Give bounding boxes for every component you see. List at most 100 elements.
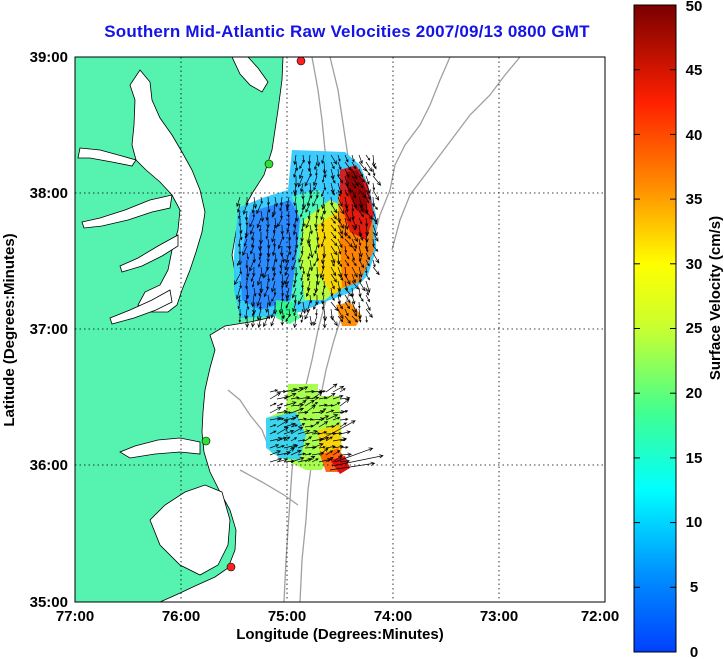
velocity-arrow	[290, 424, 299, 428]
velocity-arrow	[307, 273, 311, 282]
velocity-arrow	[290, 456, 305, 463]
velocity-arrow	[306, 301, 311, 313]
colorbar-tick-label: 0	[690, 644, 698, 659]
velocity-arrow	[304, 452, 312, 456]
velocity-arrow	[305, 203, 311, 213]
velocity-arrow	[269, 424, 277, 428]
velocity-arrow	[313, 315, 318, 327]
velocity-arrow	[269, 457, 283, 463]
velocity-arrow	[250, 273, 255, 282]
velocity-arrow	[313, 259, 318, 267]
velocity-arrow	[306, 196, 311, 207]
colorbar-tick-label: 15	[686, 450, 703, 467]
velocity-arrow	[372, 217, 378, 225]
velocity-arrow	[293, 294, 297, 304]
velocity-arrow	[365, 217, 369, 227]
velocity-arrow	[248, 259, 255, 272]
velocity-arrow	[323, 280, 326, 289]
velocity-arrow	[344, 308, 349, 317]
velocity-arrow	[281, 287, 285, 297]
velocity-arrow	[318, 396, 328, 400]
velocity-arrow	[330, 273, 338, 283]
velocity-arrow	[285, 301, 290, 309]
radar-sites	[201, 57, 306, 572]
velocity-arrow	[290, 445, 299, 449]
delaware-bay	[231, 57, 269, 93]
velocity-arrow	[281, 294, 284, 302]
colorbar: 0 5 10 15 20 25 30 35 40 45 50 Surface V…	[633, 0, 724, 659]
velocity-arrow	[297, 429, 311, 435]
velocity-arrow	[276, 417, 285, 421]
velocity-arrow	[306, 266, 311, 278]
velocity-arrow	[242, 245, 248, 256]
velocity-arrow	[351, 280, 360, 290]
velocity-arrow	[313, 301, 318, 311]
y-tick-label: 39:00	[30, 49, 68, 66]
velocity-arrow	[325, 409, 335, 414]
velocity-arrow	[300, 315, 304, 324]
velocity-arrow	[246, 301, 250, 310]
velocity-arrow	[279, 245, 284, 257]
velocity-arrow	[279, 259, 283, 269]
velocity-arrow	[263, 287, 269, 298]
x-tick-label: 74:00	[374, 608, 412, 625]
x-tick-label: 75:00	[268, 608, 306, 625]
velocity-arrow	[239, 280, 242, 289]
velocity-arrow	[262, 266, 269, 279]
velocity-arrow	[358, 154, 363, 165]
river-northern	[77, 147, 137, 167]
velocity-arrow	[365, 301, 371, 312]
velocity-arrow	[337, 217, 344, 229]
velocity-arrow	[297, 399, 307, 407]
y-tick-label: 35:00	[30, 594, 68, 611]
velocity-arrow	[297, 417, 307, 421]
velocity-arrow	[351, 252, 355, 262]
velocity-arrow	[344, 273, 351, 286]
velocity-arrow	[276, 458, 289, 463]
velocity-arrow	[290, 437, 298, 442]
velocity-arrow	[344, 301, 351, 310]
velocity-arrow	[304, 429, 319, 435]
velocity-arrow	[334, 447, 374, 463]
velocity-arrow	[358, 280, 366, 292]
velocity-arrow	[358, 161, 367, 172]
velocity-arrow	[238, 294, 241, 303]
velocity-arrow	[280, 210, 283, 220]
velocity-arrow	[271, 245, 276, 257]
velocity-arrow	[272, 224, 276, 234]
velocity-arrow	[330, 315, 338, 327]
velocity-arrow	[308, 182, 313, 195]
y-axis: 39:00 38:00 37:00 36:00 35:00 Latitude (…	[1, 49, 68, 611]
velocity-arrow	[301, 203, 305, 211]
velocity-arrow	[267, 273, 271, 283]
velocity-arrow	[311, 391, 323, 400]
velocity-arrow	[372, 224, 378, 237]
velocity-arrow	[271, 280, 276, 293]
velocity-arrow	[365, 182, 371, 194]
velocity-arrow	[309, 189, 313, 199]
velocity-arrow	[351, 301, 357, 314]
velocity-arrow	[301, 224, 304, 233]
velocity-arrow	[351, 238, 357, 249]
velocity-arrow	[271, 259, 276, 272]
velocity-arrow	[339, 388, 346, 393]
velocity-arrow	[365, 315, 368, 324]
velocity-arrow	[351, 273, 356, 284]
velocity-arrow	[291, 287, 297, 299]
velocity-arrow	[283, 422, 296, 428]
velocity-arrow	[258, 287, 262, 297]
velocity-arrow	[365, 175, 370, 185]
velocity-arrow	[276, 445, 285, 449]
velocity-arrow	[325, 414, 339, 421]
velocity-arrow	[318, 421, 329, 428]
velocity-arrow	[337, 294, 341, 305]
velocity-arrow	[304, 395, 320, 401]
radar-site-marker	[264, 159, 274, 169]
velocity-arrow	[311, 401, 319, 407]
velocity-arrow	[305, 287, 311, 298]
velocity-arrow	[300, 210, 304, 218]
velocity-arrow	[277, 217, 283, 228]
colorbar-tick-label: 45	[686, 62, 703, 79]
velocity-arrow	[358, 266, 363, 278]
velocity-arrow	[300, 287, 304, 296]
